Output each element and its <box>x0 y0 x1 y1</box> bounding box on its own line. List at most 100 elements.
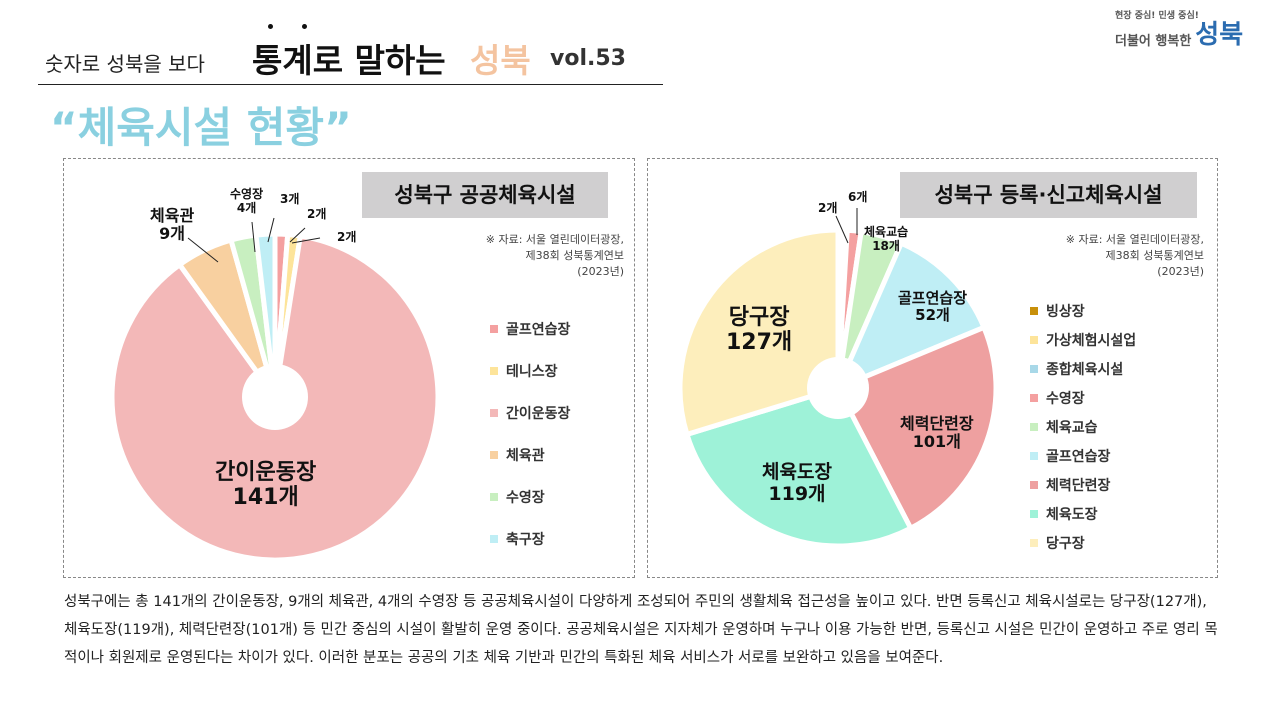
legend-swatch <box>490 535 498 543</box>
label-name: 체육도장 <box>762 461 832 483</box>
emphasis-dot <box>302 24 307 29</box>
legend-label: 체육교습 <box>1046 419 1098 436</box>
label-value: 52개 <box>915 306 950 325</box>
legend-label: 체력단련장 <box>1046 477 1111 494</box>
legend-item: 골프연습장 <box>1030 441 1136 470</box>
pie-slice-축구장 <box>253 231 278 398</box>
leader-line <box>289 227 306 243</box>
legend-label: 빙상장 <box>1046 303 1085 320</box>
legend-item: 축구장 <box>490 518 570 560</box>
source-line: (2023년) <box>1157 265 1204 278</box>
legend-item: 체력단련장 <box>1030 470 1136 499</box>
legend-label: 골프연습장 <box>1046 448 1111 465</box>
topic-title: “체육시설 현황” <box>50 103 352 152</box>
label-name: 당구장 <box>728 305 790 330</box>
logo-line2: 더불어 행복한 <box>1115 34 1192 49</box>
label-value: 18개 <box>872 238 900 253</box>
label-complex: 2개 <box>818 201 838 215</box>
legend-label: 수영장 <box>506 490 545 506</box>
label-value: 141개 <box>232 485 299 511</box>
legend-label: 체육도장 <box>1046 506 1098 523</box>
legend-item: 체육관 <box>490 434 570 476</box>
label-lesson: 체육교습 18개 <box>864 225 909 254</box>
legend-swatch <box>1030 335 1038 344</box>
source-line: 제38회 성북통계연보 <box>1105 249 1204 262</box>
legend-item: 수영장 <box>1030 383 1136 412</box>
label-name: 수영장 <box>230 187 264 201</box>
leader-line <box>187 237 219 263</box>
legend-label: 당구장 <box>1046 535 1085 552</box>
header-subtitle: 숫자로 성북을 보다 <box>45 52 205 76</box>
legend-label: 골프연습장 <box>506 322 571 338</box>
legend-swatch <box>1030 422 1038 431</box>
label-billiards: 당구장 127개 <box>726 305 792 356</box>
leader-line <box>835 215 849 244</box>
legend-label: 가상체험시설업 <box>1046 332 1137 349</box>
legend-item: 체육도장 <box>1030 499 1136 528</box>
legend-swatch <box>1030 306 1038 315</box>
header-title: 통계로 말하는 <box>252 41 446 80</box>
source-line: ※ 자료: 서울 열린데이터광장, <box>1065 233 1204 246</box>
legend-item: 당구장 <box>1030 528 1136 557</box>
label-name: 체육교습 <box>864 225 909 239</box>
label-value: 101개 <box>912 432 961 452</box>
legend-item: 골프연습장 <box>490 308 570 350</box>
source-line: (2023년) <box>577 265 624 278</box>
legend-swatch <box>490 367 498 375</box>
label-value: 9개 <box>159 224 186 244</box>
legend-swatch <box>1030 538 1038 547</box>
logo: 현장 중심! 민생 중심! 더불어 행복한 성북 <box>1115 8 1243 49</box>
public-facilities-panel <box>63 158 635 578</box>
legend-item: 가상체험시설업 <box>1030 325 1136 354</box>
legend-swatch <box>490 409 498 417</box>
legend-item: 체육교습 <box>1030 412 1136 441</box>
label-golf: 2개 <box>307 207 327 221</box>
registered-facilities-panel <box>647 158 1218 578</box>
label-pool: 수영장 4개 <box>230 187 264 216</box>
legend-swatch <box>490 493 498 501</box>
label-name: 체력단련장 <box>900 414 974 433</box>
legend-swatch <box>1030 364 1038 373</box>
logo-brand: 성북 <box>1195 20 1244 50</box>
source-note: ※ 자료: 서울 열린데이터광장, 제38회 성북통계연보 (2023년) <box>996 232 1204 280</box>
source-line: 제38회 성북통계연보 <box>525 249 624 262</box>
panel-title: 성북구 공공체육시설 <box>362 172 608 218</box>
source-line: ※ 자료: 서울 열린데이터광장, <box>485 233 624 246</box>
label-value: 119개 <box>768 482 826 505</box>
legend-item: 빙상장 <box>1030 296 1136 325</box>
legend-item: 테니스장 <box>490 350 570 392</box>
label-fitness: 체력단련장 101개 <box>900 414 974 452</box>
legend-swatch <box>1030 480 1038 489</box>
label-gym: 체육관 9개 <box>150 206 194 244</box>
leader-line <box>291 237 321 244</box>
donut-hole <box>807 357 869 419</box>
leader-line <box>251 221 256 253</box>
label-golf: 골프연습장 52개 <box>898 289 968 325</box>
summary-text: 성북구에는 총 141개의 간이운동장, 9개의 체육관, 4개의 수영장 등 … <box>64 594 1218 666</box>
panel-title: 성북구 등록·신고체육시설 <box>900 172 1197 218</box>
legend-swatch <box>1030 393 1038 402</box>
label-value: 4개 <box>236 200 257 215</box>
leader-line <box>267 217 275 243</box>
pie-slice-체육도장 <box>683 384 915 549</box>
legend-item: 수영장 <box>490 476 570 518</box>
logo-slogan: 현장 중심! 민생 중심! <box>1115 11 1199 21</box>
legend-label: 축구장 <box>506 532 545 548</box>
donut-hole <box>242 364 308 430</box>
legend-swatch <box>1030 509 1038 518</box>
label-name: 간이운동장 <box>215 460 317 485</box>
legend-label: 테니스장 <box>506 364 558 380</box>
pie-slice-당구장 <box>677 227 841 438</box>
volume-number: vol.53 <box>550 46 626 71</box>
source-note: ※ 자료: 서울 열린데이터광장, 제38회 성북통계연보 (2023년) <box>420 232 624 280</box>
divider <box>38 84 663 85</box>
legend-item: 간이운동장 <box>490 392 570 434</box>
legend-swatch <box>1030 451 1038 460</box>
label-tennis: 2개 <box>337 230 357 244</box>
legend-label: 수영장 <box>1046 390 1085 407</box>
label-name: 골프연습장 <box>898 289 968 307</box>
legend-swatch <box>490 325 498 333</box>
legend: 빙상장 가상체험시설업 종합체육시설 수영장 체육교습 골프연습장 체력단련장 체육도장 당구장 <box>1030 296 1136 557</box>
